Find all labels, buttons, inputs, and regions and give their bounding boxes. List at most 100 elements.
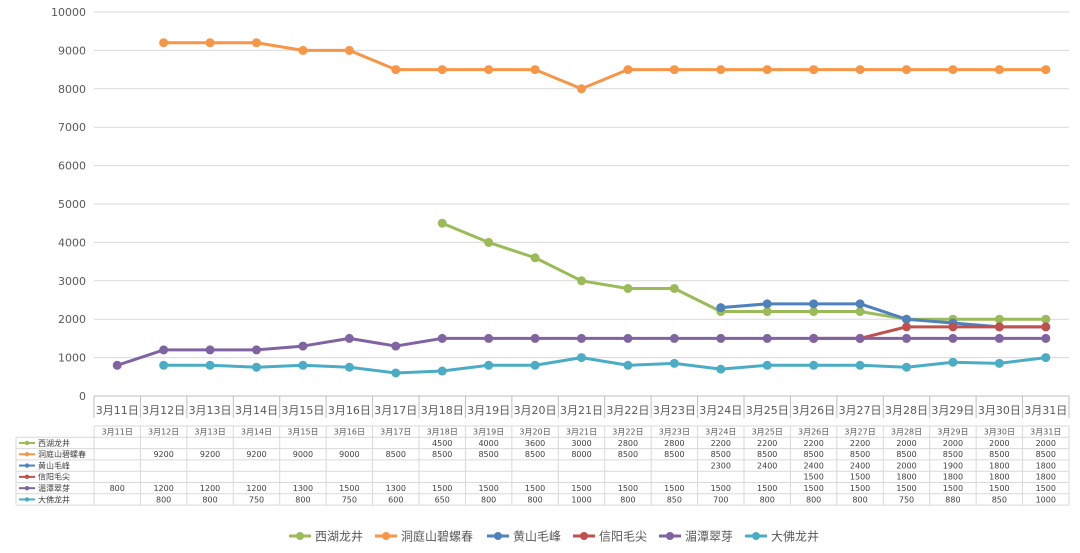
series-5 bbox=[159, 353, 1051, 378]
table-value-cell: 1500 bbox=[757, 484, 777, 493]
series-1 bbox=[159, 38, 1051, 94]
series-line bbox=[813, 325, 1046, 340]
data-point bbox=[902, 65, 911, 75]
data-point bbox=[577, 333, 586, 343]
table-value-cell: 800 bbox=[760, 495, 775, 504]
table-value-cell: 1500 bbox=[432, 484, 452, 493]
series-line bbox=[441, 221, 1046, 321]
legend-label: 黄山毛峰 bbox=[513, 530, 561, 544]
table-value-cell: 8500 bbox=[803, 450, 823, 459]
x-tick-label: 3月18日 bbox=[421, 404, 464, 417]
table-header-cell: 3月27日 bbox=[844, 428, 875, 437]
legend: 西湖龙井 洞庭山碧螺春 黄山毛峰 信阳毛尖 湄潭翠芽 大佛龙井 bbox=[289, 529, 819, 544]
table-value-cell: 2000 bbox=[1036, 439, 1056, 448]
x-tick-label: 3月26日 bbox=[792, 404, 835, 417]
table-value-cell: 1800 bbox=[989, 461, 1009, 470]
data-point bbox=[855, 333, 865, 343]
data-point bbox=[298, 341, 308, 351]
data-point bbox=[1041, 353, 1051, 363]
series-4 bbox=[112, 333, 1051, 370]
table-value-cell: 2800 bbox=[664, 439, 684, 448]
table-value-cell: 8500 bbox=[850, 450, 870, 459]
table-value-cell: 8500 bbox=[896, 450, 916, 459]
legend-label: 洞庭山碧螺春 bbox=[401, 529, 473, 544]
table-value-cell: 2800 bbox=[618, 439, 638, 448]
table-value-cell: 8500 bbox=[664, 450, 684, 459]
x-tick-label: 3月16日 bbox=[328, 404, 371, 417]
table-header-cell: 3月22日 bbox=[612, 428, 643, 437]
data-point bbox=[577, 353, 586, 363]
data-point bbox=[484, 65, 494, 75]
table-value-cell: 3000 bbox=[571, 439, 591, 448]
table-value-cell: 2400 bbox=[757, 461, 777, 470]
data-point bbox=[669, 358, 679, 368]
data-point bbox=[716, 303, 726, 313]
table-header-cell: 3月17日 bbox=[380, 428, 411, 437]
x-tick-label: 3月30日 bbox=[978, 404, 1021, 417]
data-point bbox=[530, 65, 540, 75]
legend-label: 湄潭翠芽 bbox=[685, 530, 733, 544]
table-header-cell: 3月18日 bbox=[427, 428, 458, 437]
data-point bbox=[437, 333, 447, 343]
table-value-cell: 800 bbox=[481, 495, 496, 504]
table-value-cell: 1800 bbox=[989, 473, 1009, 482]
data-point bbox=[994, 333, 1004, 343]
table-value-cell: 1800 bbox=[1036, 461, 1056, 470]
data-point bbox=[530, 253, 540, 263]
table-value-cell: 1500 bbox=[339, 484, 359, 493]
y-tick-label: 4000 bbox=[58, 236, 86, 249]
x-tick-label: 3月15日 bbox=[281, 404, 324, 417]
legend-item: 黄山毛峰 bbox=[487, 530, 561, 544]
table-value-cell: 9200 bbox=[153, 450, 173, 459]
data-point bbox=[948, 357, 958, 367]
table-value-cell: 800 bbox=[202, 495, 217, 504]
table-value-cell: 850 bbox=[667, 495, 682, 504]
table-value-cell: 4500 bbox=[432, 439, 452, 448]
table-value-cell: 9000 bbox=[293, 450, 313, 459]
table-value-cell: 800 bbox=[620, 495, 635, 504]
data-point bbox=[809, 299, 819, 309]
table-value-cell: 1300 bbox=[293, 484, 313, 493]
data-point bbox=[948, 333, 958, 343]
series-line bbox=[163, 41, 1046, 91]
data-point bbox=[855, 299, 865, 309]
table-value-cell: 1200 bbox=[246, 484, 266, 493]
data-point bbox=[669, 283, 679, 293]
table-value-cell: 2000 bbox=[896, 439, 916, 448]
data-point bbox=[252, 362, 261, 372]
data-point bbox=[902, 314, 911, 324]
table-series-label: 信阳毛尖 bbox=[38, 472, 70, 482]
legend-marker bbox=[296, 532, 304, 540]
data-point bbox=[948, 65, 958, 75]
table-value-cell: 3600 bbox=[525, 439, 545, 448]
data-point bbox=[994, 65, 1004, 75]
data-point bbox=[344, 362, 354, 372]
y-axis: 0 1000 2000 3000 4000 5000 6000 7000 8000 9000 100… bbox=[51, 6, 86, 403]
table-value-cell: 2400 bbox=[803, 461, 823, 470]
table-value-cell: 600 bbox=[388, 495, 403, 504]
table-value-cell: 8500 bbox=[711, 450, 731, 459]
table-header-cell: 3月26日 bbox=[798, 428, 829, 437]
table-series-label: 洞庭山碧螺春 bbox=[38, 449, 86, 459]
table-header-cell: 3月29日 bbox=[937, 428, 968, 437]
table-legend-key-marker bbox=[24, 440, 30, 446]
table-value-cell: 1500 bbox=[478, 484, 498, 493]
data-point bbox=[809, 65, 819, 75]
y-tick-label: 1000 bbox=[58, 352, 86, 365]
data-point bbox=[205, 38, 215, 48]
table-value-cell: 1500 bbox=[711, 484, 731, 493]
data-point bbox=[577, 84, 586, 94]
data-point bbox=[484, 333, 494, 343]
table-value-cell: 1500 bbox=[664, 484, 684, 493]
data-table: 3月11日 3月12日 3月13日 3月14日 3月15日 3月16日 3月17日 3月18日… bbox=[15, 425, 1070, 506]
data-point bbox=[809, 307, 819, 317]
table-header-cell: 3月15日 bbox=[287, 428, 318, 437]
table-value-cell: 8500 bbox=[1036, 450, 1056, 459]
legend-marker bbox=[752, 532, 760, 540]
table-value-cell: 1500 bbox=[571, 484, 591, 493]
table-value-cell: 1500 bbox=[803, 473, 823, 482]
table-value-cell: 2000 bbox=[896, 461, 916, 470]
table-value-cell: 8500 bbox=[525, 450, 545, 459]
table-header-cell: 3月24日 bbox=[705, 428, 736, 437]
table-value-cell: 9200 bbox=[200, 450, 220, 459]
